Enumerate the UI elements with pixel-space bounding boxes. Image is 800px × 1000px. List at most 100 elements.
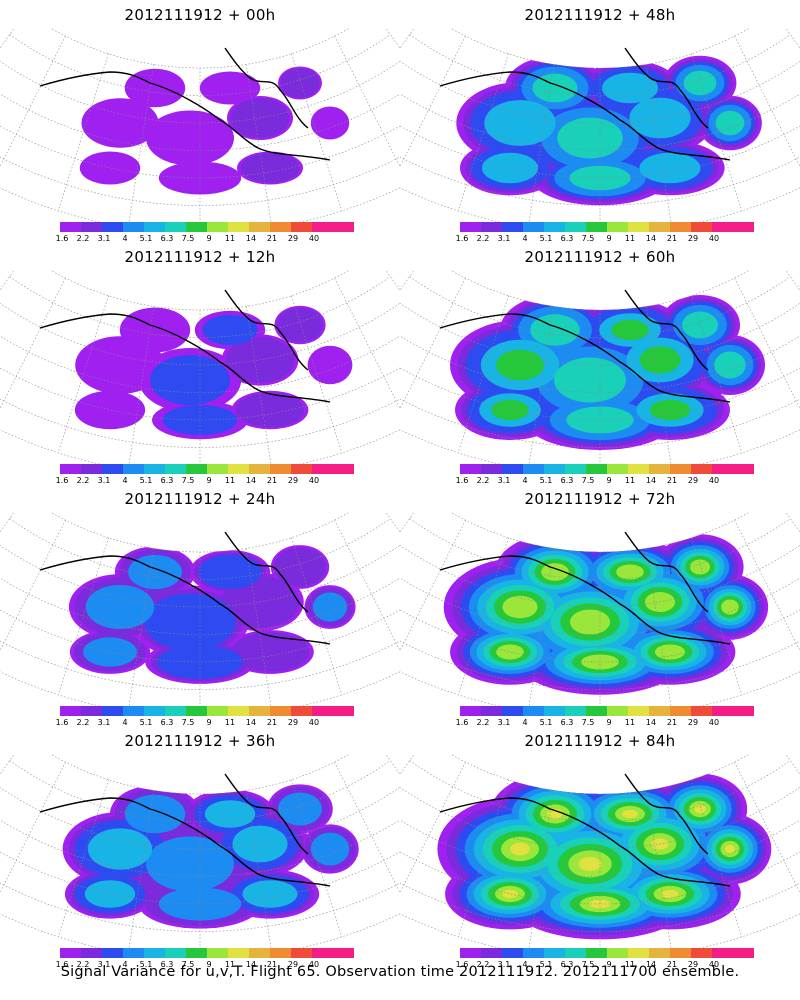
map-panel: 2012111912 + 00h 1.6 2.2 3.1 4 5.1 6.3 7.5 9 11 14… [0, 0, 400, 244]
panel-title: 2012111912 + 60h [524, 248, 676, 266]
variance-contour [481, 152, 539, 184]
longitude-line [734, 520, 800, 652]
colorbar-label: 21 [266, 234, 278, 243]
variance-contour [242, 880, 298, 908]
colorbar-label: 4 [122, 718, 128, 727]
longitude-line [457, 53, 509, 211]
colorbar-swatch [502, 948, 523, 958]
colorbar-swatch [60, 706, 81, 716]
colorbar-swatch [523, 948, 544, 958]
longitude-line [127, 306, 154, 470]
colorbar-label: 5.1 [139, 476, 153, 485]
colorbar-label: 5.1 [139, 960, 153, 969]
colorbar [460, 464, 754, 474]
longitude-line [646, 790, 673, 954]
longitude-line [646, 548, 673, 712]
colorbar-label: 21 [266, 476, 278, 485]
colorbar-label: 6.3 [560, 960, 574, 969]
colorbar-swatch [81, 948, 102, 958]
colorbar-label: 7.5 [581, 718, 595, 727]
colorbar-labels: 1.6 2.2 3.1 4 5.1 6.3 7.5 9 11 14 21 29 40 [456, 476, 760, 486]
variance-contour [682, 311, 718, 339]
colorbar-label: 6.3 [560, 234, 574, 243]
colorbar-label: 40 [708, 960, 720, 969]
variance-contour [202, 315, 258, 345]
colorbar-labels: 1.6 2.2 3.1 4 5.1 6.3 7.5 9 11 14 21 29 40 [456, 234, 760, 244]
figure-caption: Signal Variance for u,v,T. Flight 65. Ob… [60, 964, 740, 980]
longitude-line [785, 754, 800, 775]
colorbar-label: 14 [645, 476, 657, 485]
map-panel: 2012111912 + 60h 1.6 2.2 3.1 4 5.1 6.3 7.5 9 11 14… [400, 242, 800, 486]
colorbar-swatch [502, 464, 523, 474]
variance-map [400, 270, 800, 470]
colorbar-swatch [123, 948, 144, 958]
colorbar-label: 21 [666, 234, 678, 243]
latitude-line [0, 367, 400, 421]
panel-title: 2012111912 + 24h [124, 490, 276, 508]
colorbar-swatch [81, 222, 102, 232]
colorbar-swatch [249, 464, 270, 474]
colorbar-label: 9 [606, 718, 612, 727]
colorbar-swatch [565, 464, 586, 474]
colorbar-swatch [165, 948, 186, 958]
colorbar-swatch [123, 464, 144, 474]
colorbar [60, 222, 354, 232]
colorbar-swatch [270, 464, 291, 474]
longitude-line [385, 754, 400, 775]
variance-contour [715, 110, 745, 136]
colorbar-label: 29 [287, 476, 299, 485]
variance-map [400, 754, 800, 954]
colorbar-label: 40 [308, 960, 320, 969]
colorbar-label: 21 [266, 718, 278, 727]
colorbar-label: 40 [308, 234, 320, 243]
colorbar-label: 21 [666, 476, 678, 485]
variance-contour [541, 563, 569, 581]
latitude-line [400, 429, 800, 470]
longitude-line [691, 537, 743, 695]
colorbar-swatch [270, 222, 291, 232]
colorbar-label: 6.3 [160, 718, 174, 727]
variance-contour [240, 153, 300, 183]
colorbar-label: 11 [624, 718, 636, 727]
colorbar-label: 5.1 [539, 718, 553, 727]
variance-contour [532, 73, 578, 103]
colorbar-swatch [144, 222, 165, 232]
map-panel: 2012111912 + 36h 1.6 2.2 3.1 4 5.1 6.3 7.5 9 11 14… [0, 726, 400, 969]
colorbar-label: 3.1 [497, 234, 511, 243]
coastline [39, 289, 331, 403]
latitude-line [400, 913, 800, 954]
colorbar-swatch [165, 706, 186, 716]
colorbar-label: 2.2 [76, 476, 90, 485]
variance-contour [554, 357, 626, 403]
panel-title: 2012111912 + 00h [124, 6, 276, 24]
colorbar-swatch [460, 222, 481, 232]
colorbar-swatch [144, 464, 165, 474]
colorbar-label: 14 [245, 234, 257, 243]
colorbar-swatch [144, 948, 165, 958]
colorbar-label: 29 [287, 234, 299, 243]
longitude-line [400, 512, 415, 533]
colorbar-labels: 1.6 2.2 3.1 4 5.1 6.3 7.5 9 11 14 21 29 40 [56, 234, 360, 244]
colorbar-label: 1.6 [55, 718, 69, 727]
colorbar-label: 40 [708, 476, 720, 485]
colorbar-swatch [481, 706, 502, 716]
colorbar-label: 3.1 [97, 476, 111, 485]
variance-contour [496, 644, 524, 660]
colorbar-swatch [544, 222, 565, 232]
colorbar-swatch [333, 222, 354, 232]
colorbar-swatch [228, 706, 249, 716]
variance-contour [649, 399, 691, 421]
colorbar-label: 2.2 [76, 234, 90, 243]
colorbar-label: 1.6 [455, 960, 469, 969]
colorbar-swatch [249, 706, 270, 716]
colorbar-swatch [291, 464, 312, 474]
colorbar-label: 2.2 [476, 234, 490, 243]
colorbar-label: 7.5 [181, 960, 195, 969]
colorbar-label: 7.5 [181, 476, 195, 485]
colorbar-label: 21 [666, 960, 678, 969]
colorbar-swatch [270, 948, 291, 958]
colorbar-swatch [123, 706, 144, 716]
longitude-line [457, 779, 509, 937]
latitude-line [400, 609, 800, 663]
colorbar-label: 14 [645, 718, 657, 727]
